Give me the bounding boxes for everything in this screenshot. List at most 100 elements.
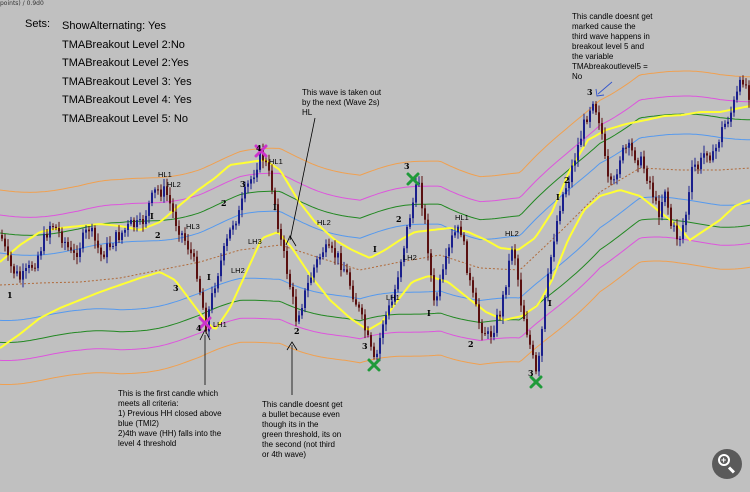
- candle-body: [157, 189, 159, 191]
- candle-body: [19, 271, 21, 280]
- annotation-line: a bullet because even: [262, 410, 340, 419]
- candle-body: [655, 197, 657, 201]
- candle-body: [724, 123, 726, 127]
- wave-number: 2: [155, 230, 161, 240]
- candle-body: [415, 184, 417, 203]
- candle-body: [82, 232, 84, 249]
- candle-body: [706, 153, 708, 156]
- candle-body: [613, 179, 615, 181]
- candle-body: [394, 289, 396, 302]
- candle-body: [358, 304, 360, 308]
- wave-number: I: [207, 272, 211, 282]
- candle-body: [541, 329, 543, 356]
- candle-body: [568, 182, 570, 189]
- candle-body: [67, 241, 69, 248]
- candle-body: [742, 79, 744, 85]
- annotation-line: breakout level 5 and: [572, 42, 645, 51]
- annotation-line: marked cause the: [572, 22, 636, 31]
- candle-body: [712, 151, 714, 161]
- candle-body: [373, 346, 375, 357]
- annotation-line: This is the first candle which: [118, 389, 219, 398]
- candle-body: [340, 253, 342, 270]
- candle-body: [694, 164, 696, 167]
- annotation-line: third wave happens in: [572, 32, 650, 41]
- candle-body: [328, 244, 330, 246]
- wave-number: 3: [528, 368, 534, 378]
- candle-body: [571, 165, 573, 183]
- candle-body: [46, 233, 48, 238]
- candle-body: [544, 297, 546, 329]
- candle-body: [445, 256, 447, 270]
- setting-breakout-level-3: TMABreakout Level 3: Yes: [62, 75, 192, 88]
- candle-body: [160, 189, 162, 197]
- swing-label: HL2: [317, 218, 331, 227]
- candle-body: [244, 186, 246, 199]
- candle-body: [661, 202, 663, 218]
- candle-body: [136, 220, 138, 227]
- candle-body: [274, 190, 276, 205]
- wave-number: 2: [396, 214, 402, 224]
- candle-body: [289, 273, 291, 287]
- swing-label: LH1: [213, 320, 227, 329]
- candle-body: [154, 189, 156, 193]
- candle-body: [265, 160, 267, 163]
- candle-body: [625, 147, 627, 149]
- candle-body: [205, 307, 207, 332]
- candle-body: [55, 226, 57, 228]
- candle-body: [562, 194, 564, 211]
- candle-body: [25, 268, 27, 271]
- candle-body: [226, 238, 228, 246]
- candle-body: [739, 79, 741, 92]
- candle-body: [148, 203, 150, 216]
- candle-body: [700, 157, 702, 170]
- candle-body: [10, 255, 12, 267]
- candle-body: [22, 271, 24, 280]
- candle-body: [565, 188, 567, 195]
- candle-body: [151, 192, 153, 203]
- pointer-wave-taken-out: [289, 117, 316, 241]
- swing-label: HL1: [455, 213, 469, 222]
- candle-body: [640, 156, 642, 166]
- candle-body: [130, 219, 132, 224]
- pointer-no-bullet-arrow: [286, 341, 298, 351]
- candle-body: [337, 253, 339, 258]
- candle-body: [514, 249, 516, 259]
- candle-body: [442, 269, 444, 280]
- candle-body: [637, 160, 639, 166]
- candle-body: [643, 156, 645, 169]
- candle-body: [652, 182, 654, 198]
- candle-body: [310, 277, 312, 283]
- candle-body: [481, 322, 483, 334]
- candle-body: [424, 208, 426, 220]
- pointer-not-marked: [597, 81, 613, 95]
- candle-body: [235, 223, 237, 226]
- candle-body: [118, 232, 120, 240]
- candle-body: [250, 179, 252, 184]
- candle-body: [556, 221, 558, 242]
- band-orange-lower: [0, 260, 750, 385]
- zoom-button[interactable]: +: [712, 449, 742, 479]
- candle-body: [277, 204, 279, 229]
- candle-body: [319, 257, 321, 260]
- candle-body: [352, 285, 354, 300]
- candle-body: [736, 91, 738, 100]
- setting-breakout-level-5: TMABreakout Level 5: No: [62, 112, 188, 125]
- candle-body: [259, 149, 261, 170]
- candle-body: [64, 241, 66, 243]
- candle-body: [166, 186, 168, 195]
- green-x-marker: [529, 375, 543, 389]
- candle-body: [463, 235, 465, 242]
- candle-body: [583, 119, 585, 139]
- yellow-line-2: [0, 189, 750, 349]
- candle-body: [748, 85, 750, 100]
- candle-body: [334, 248, 336, 258]
- annotation-line: No: [572, 72, 583, 81]
- wave-number: 3: [173, 283, 179, 293]
- candle-body: [175, 211, 177, 226]
- candle-body: [190, 249, 192, 254]
- candle-body: [454, 232, 456, 236]
- candle-body: [307, 282, 309, 291]
- candle-body: [727, 121, 729, 124]
- candle-body: [367, 330, 369, 336]
